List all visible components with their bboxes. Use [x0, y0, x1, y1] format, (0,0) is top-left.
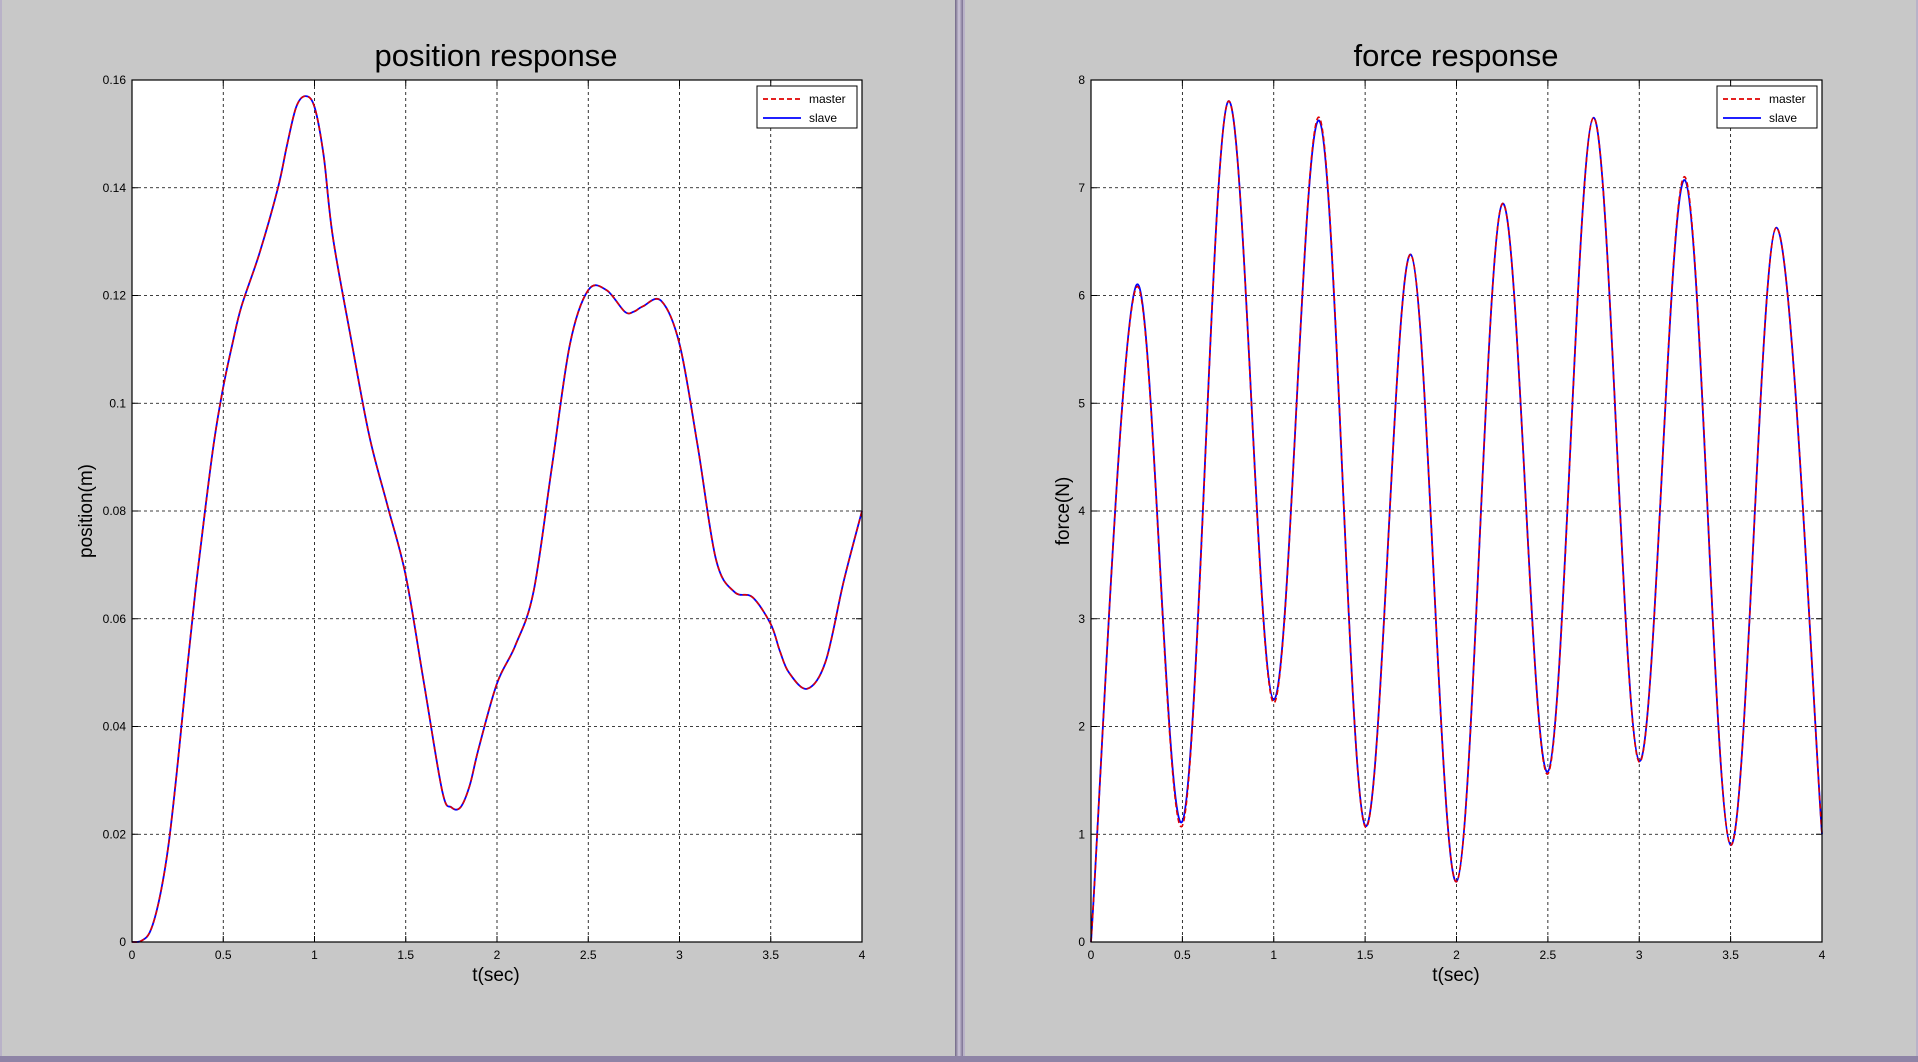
chart2-xtick-label: 3	[1636, 948, 1643, 962]
window-divider[interactable]	[955, 0, 965, 1062]
chart2-axes-frame	[1090, 79, 1823, 943]
chart1-ytick-label: 0.04	[103, 720, 127, 734]
chart1-ytick-label: 0.1	[109, 396, 126, 410]
chart1-xtick-label: 2	[494, 948, 501, 962]
chart2-xtick-label: 1	[1270, 948, 1277, 962]
chart1-xtick-label: 1	[311, 948, 318, 962]
chart2-ytick-label: 1	[1078, 827, 1085, 841]
chart2-legend-box	[1716, 85, 1818, 129]
chart2-xlabel: t(sec)	[1432, 965, 1480, 986]
chart2-ytick-label: 0	[1078, 935, 1085, 949]
chart2-xtick-label: 0	[1088, 948, 1095, 962]
chart2-ytick-label: 3	[1078, 612, 1085, 626]
chart2-ytick-label: 4	[1078, 504, 1085, 518]
chart1-xtick-label: 3	[676, 948, 683, 962]
chart2-legend: master slave	[1716, 85, 1818, 129]
chart1-title: position response	[375, 38, 618, 73]
chart1-xtick-label: 0.5	[215, 948, 232, 962]
chart1-group: 0 0.5 1 1.5 2 2.5 3 3.5 4 0 0.02 0.04 0.06 0.08 0.1 0.1…	[103, 73, 866, 962]
chart2-ytick-label: 5	[1078, 396, 1085, 410]
chart2-ylabel: force(N)	[1053, 477, 1074, 546]
chart2-ytick-label: 6	[1078, 289, 1085, 303]
chart2-ytick-label: 8	[1078, 73, 1085, 87]
chart2-series-master-line	[1090, 100, 1823, 943]
chart2-xtick-label: 4	[1819, 948, 1826, 962]
chart1-ylabel: position(m)	[76, 464, 97, 558]
chart1-xlabel: t(sec)	[472, 965, 520, 986]
chart1-ytick-label: 0.06	[103, 612, 127, 626]
chart1-ytick-label: 0.08	[103, 504, 127, 518]
chart1-ytick-label: 0.02	[103, 827, 127, 841]
chart1-xtick-label: 4	[859, 948, 866, 962]
chart1-series-master-line	[131, 95, 863, 943]
chart1-xtick-label: 2.5	[580, 948, 597, 962]
chart1-legend-label-slave: slave	[809, 111, 837, 125]
chart2-legend-label-master: master	[1769, 92, 1806, 106]
chart1-ytick-label: 0	[119, 935, 126, 949]
chart1-ytick-label: 0.14	[103, 181, 127, 195]
chart2-title: force response	[1353, 38, 1558, 73]
chart1-legend-box	[756, 85, 858, 129]
chart2-legend-label-slave: slave	[1769, 111, 1797, 125]
chart2-group: 0 0.5 1 1.5 2 2.5 3 3.5 4 0 1 2 3 4 5 6 7 8 master slave	[1078, 73, 1825, 962]
chart1-xtick-label: 0	[129, 948, 136, 962]
chart1-ytick-label: 0.16	[103, 73, 127, 87]
chart1-legend: master slave	[756, 85, 858, 129]
chart2-xtick-label: 2.5	[1540, 948, 1557, 962]
chart1-ytick-label: 0.12	[103, 289, 127, 303]
window-bottom-edge	[0, 1056, 1918, 1062]
chart2-xtick-label: 0.5	[1174, 948, 1191, 962]
chart2-ytick-label: 2	[1078, 720, 1085, 734]
chart1-legend-label-master: master	[809, 92, 846, 106]
chart1-xtick-label: 1.5	[397, 948, 414, 962]
chart1-axes-frame	[131, 79, 863, 943]
chart2-xtick-label: 3.5	[1722, 948, 1739, 962]
chart2-xtick-label: 2	[1453, 948, 1460, 962]
chart2-ytick-label: 7	[1078, 181, 1085, 195]
chart2-xtick-label: 1.5	[1357, 948, 1374, 962]
chart1-xtick-label: 3.5	[762, 948, 779, 962]
